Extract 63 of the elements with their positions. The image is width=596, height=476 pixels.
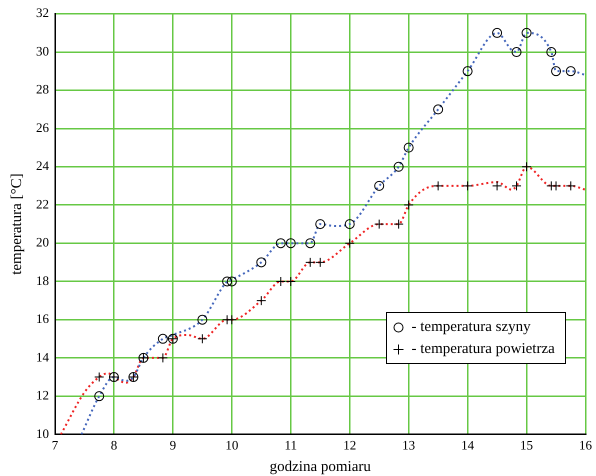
x-tick-label: 14 (461, 438, 475, 453)
point (512, 47, 522, 58)
point (305, 257, 316, 268)
point (522, 162, 532, 172)
y-tick-label: 24 (36, 158, 50, 174)
point (433, 180, 444, 191)
point (374, 180, 384, 191)
point (492, 180, 502, 191)
point (197, 334, 208, 344)
point (286, 238, 296, 248)
point (404, 142, 414, 153)
x-tick-label: 8 (110, 438, 118, 453)
point (566, 66, 576, 76)
point (462, 66, 473, 76)
point (546, 47, 556, 58)
point (344, 219, 355, 230)
point (158, 352, 168, 363)
point (512, 180, 522, 191)
y-tick-label: 22 (36, 196, 49, 212)
point (315, 257, 326, 268)
point (305, 238, 316, 248)
point (158, 334, 168, 344)
point (566, 180, 576, 191)
y-tick-label: 32 (36, 5, 49, 20)
x-tick-label: 9 (170, 438, 176, 453)
point (374, 219, 384, 230)
y-tick-label: 14 (36, 349, 50, 364)
point (462, 180, 473, 191)
y-tick-label: 10 (36, 426, 49, 441)
y-tick-label: 16 (36, 311, 50, 326)
x-tick-label: 12 (343, 438, 356, 453)
point (222, 276, 232, 286)
x-axis-title: godzina pomiaru (270, 458, 372, 475)
y-tick-label: 30 (36, 43, 49, 58)
y-tick-label: 20 (36, 234, 49, 250)
y-tick-label: 26 (36, 120, 50, 135)
y-axis-title: temperatura [°C] (8, 173, 25, 275)
y-tick-label: 12 (36, 388, 49, 403)
point (344, 238, 355, 248)
legend-label: - temperatura szyny (412, 318, 531, 336)
point (394, 162, 404, 172)
point (276, 238, 286, 248)
point (197, 314, 208, 325)
line-series (60, 166, 586, 434)
point (522, 28, 532, 38)
point (315, 219, 326, 230)
x-tick-label: 15 (520, 438, 534, 453)
point (551, 66, 562, 76)
point (492, 28, 502, 38)
y-tick-label: 18 (36, 272, 49, 288)
y-tick-label: 28 (36, 82, 49, 97)
legend-label: - temperatura powietrza (412, 340, 555, 358)
point (256, 257, 266, 268)
x-tick-label: 7 (52, 438, 59, 453)
x-tick-label: 11 (284, 438, 298, 453)
x-tick-label: 13 (402, 438, 416, 453)
x-tick-label: 10 (225, 438, 238, 453)
point (256, 296, 266, 306)
point (226, 276, 237, 286)
point (94, 391, 104, 402)
point (394, 219, 404, 230)
x-tick-label: 16 (579, 438, 592, 453)
point (433, 104, 444, 114)
